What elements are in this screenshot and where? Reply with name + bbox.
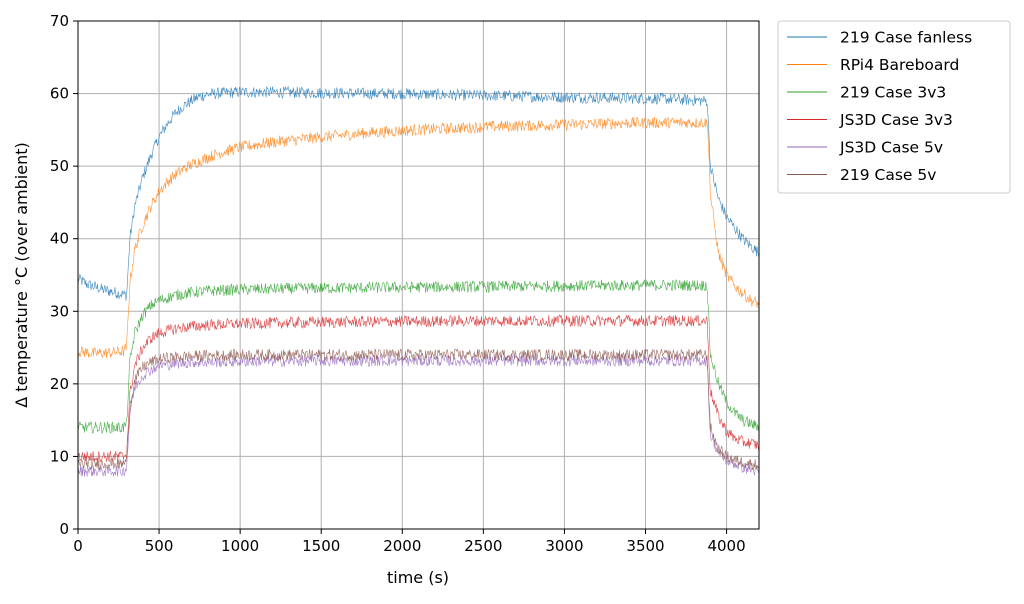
legend-entry: 219 Case 3v3 (840, 84, 946, 102)
y-tick-label: 50 (50, 157, 69, 175)
legend-entry: 219 Case 5v (840, 166, 936, 184)
legend-entry: JS3D Case 3v3 (839, 111, 953, 129)
x-axis: 0 500 1000 1500 2000 2500 3000 3500 4000 (73, 529, 746, 555)
x-tick-label: 3000 (545, 537, 583, 555)
x-tick-label: 1500 (302, 537, 340, 555)
y-tick-label: 40 (50, 230, 69, 248)
x-tick-label: 2500 (464, 537, 502, 555)
legend-entry: JS3D Case 5v (839, 139, 943, 157)
series-line-2 (77, 278, 760, 434)
legend-entry: RPi4 Bareboard (840, 56, 959, 74)
series-line-5 (77, 348, 760, 471)
series-line-1 (77, 116, 760, 359)
y-axis-label: Δ temperature °C (over ambient) (12, 142, 31, 407)
y-tick-label: 70 (50, 12, 69, 30)
series-lines (77, 85, 760, 477)
series-line-3 (77, 314, 760, 463)
y-axis: 0 10 20 30 40 50 60 70 (50, 12, 78, 538)
x-tick-label: 4000 (707, 537, 745, 555)
x-tick-label: 0 (73, 537, 83, 555)
plot-frame (77, 20, 760, 530)
y-tick-label: 30 (50, 302, 69, 320)
x-tick-label: 500 (145, 537, 174, 555)
y-tick-label: 20 (50, 375, 69, 393)
x-tick-label: 3500 (626, 537, 664, 555)
legend: 219 Case fanless RPi4 Bareboard 219 Case 3… (777, 20, 1011, 194)
legend-frame (777, 20, 1011, 194)
y-tick-label: 10 (50, 447, 69, 465)
y-tick-label: 0 (59, 520, 69, 538)
x-axis-label: time (s) (387, 568, 449, 587)
y-tick-label: 60 (50, 85, 69, 103)
series-line-0 (77, 85, 760, 301)
legend-entry: 219 Case fanless (840, 29, 972, 47)
x-tick-label: 1000 (221, 537, 259, 555)
x-tick-label: 2000 (383, 537, 421, 555)
